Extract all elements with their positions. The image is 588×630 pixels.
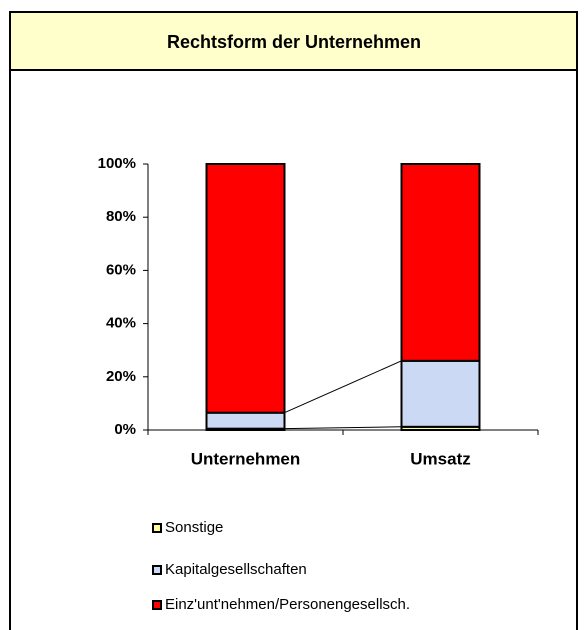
y-tick-label: 40% [106, 315, 136, 332]
chart-frame [9, 11, 578, 630]
legend-label: Einz'unt'nehmen/Personengesellsch. [165, 596, 410, 613]
legend-label: Sonstige [165, 519, 223, 536]
legend-swatch [152, 600, 162, 610]
legend-swatch [152, 523, 162, 533]
series-line [284, 360, 402, 414]
y-tick-label: 0% [114, 421, 136, 438]
legend-label: Kapitalgesellschaften [165, 561, 307, 578]
y-tick-label: 20% [106, 368, 136, 385]
y-tick-label: 60% [106, 261, 136, 278]
series-line [284, 426, 402, 430]
bar-segment [205, 163, 286, 414]
bar-segment [400, 163, 481, 362]
bar-segment [400, 359, 481, 428]
chart-title: Rechtsform der Unternehmen [167, 32, 421, 52]
y-tick-label: 80% [106, 208, 136, 225]
title-band [9, 11, 578, 71]
y-tick-label: 100% [98, 155, 136, 172]
x-tick-label: Unternehmen [191, 449, 301, 468]
legend-swatch [152, 565, 162, 575]
x-tick-label: Umsatz [410, 449, 470, 468]
bar-segment [205, 411, 286, 430]
